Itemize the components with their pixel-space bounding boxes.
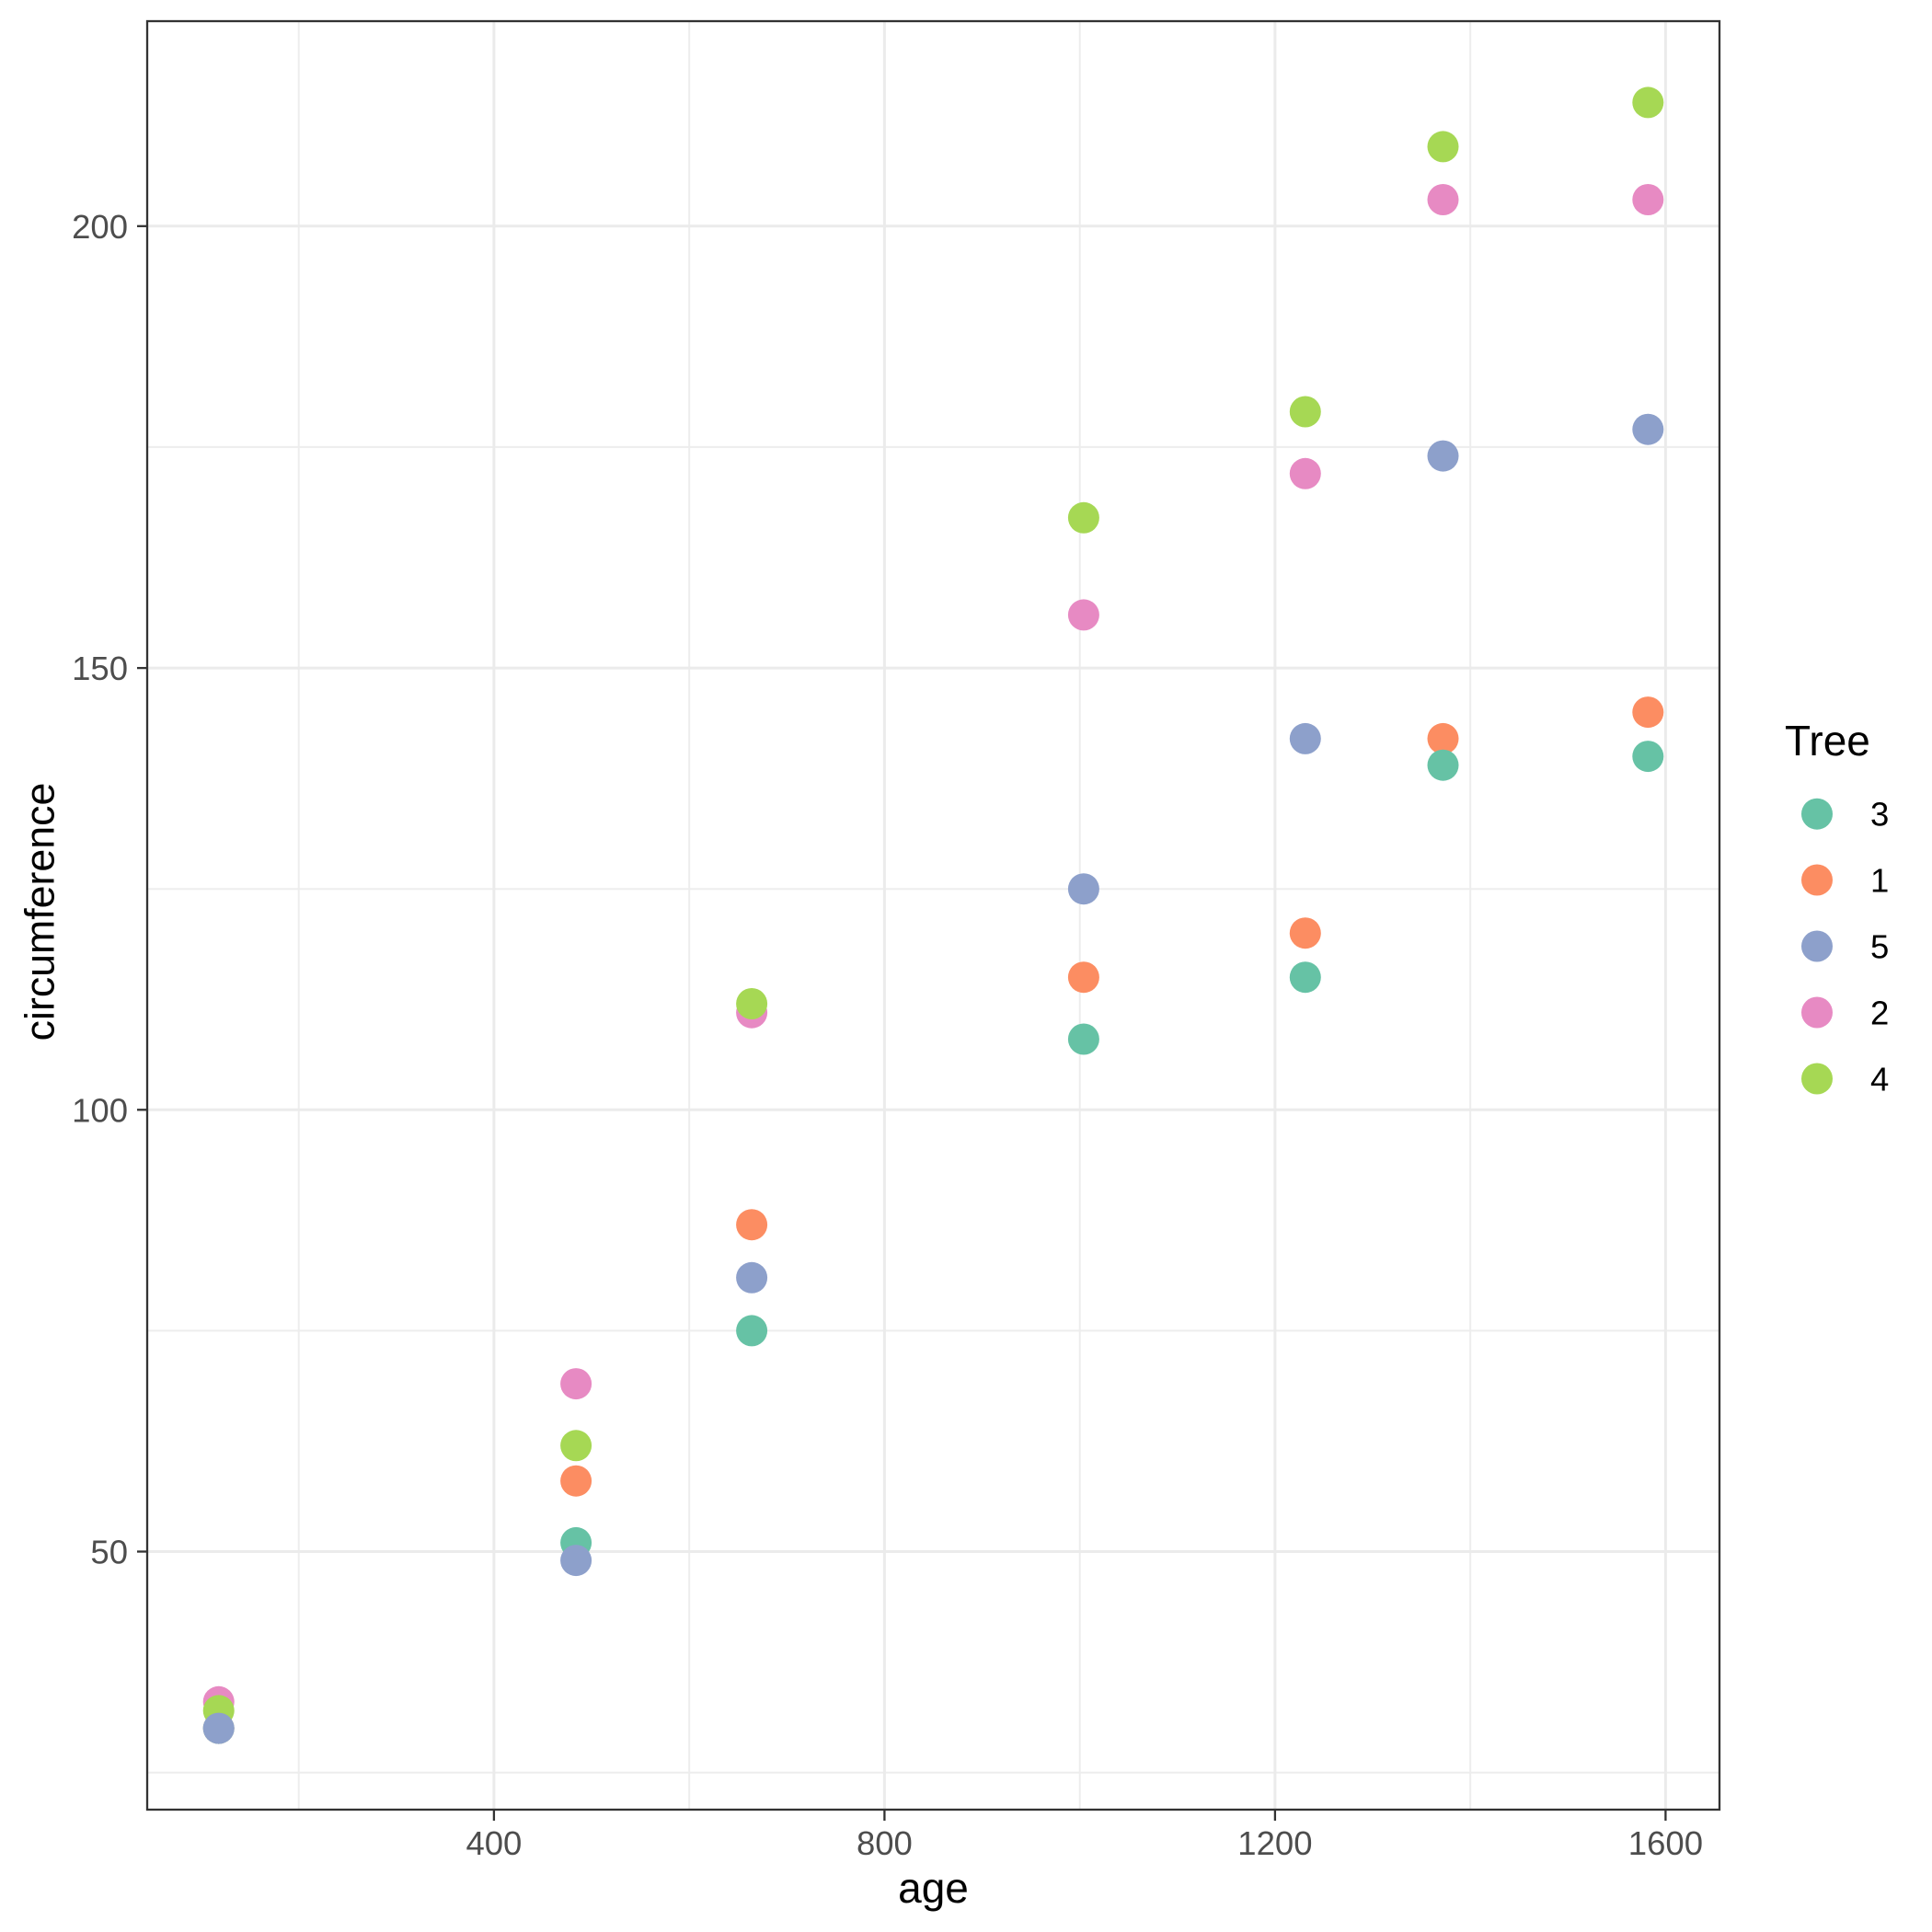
- svg-text:1: 1: [1870, 862, 1889, 900]
- svg-text:400: 400: [466, 1824, 522, 1862]
- svg-text:2: 2: [1870, 995, 1889, 1032]
- svg-text:1200: 1200: [1237, 1824, 1312, 1862]
- svg-text:age: age: [898, 1864, 969, 1912]
- svg-text:800: 800: [857, 1824, 913, 1862]
- svg-text:100: 100: [72, 1091, 128, 1129]
- svg-text:200: 200: [72, 208, 128, 246]
- svg-text:150: 150: [72, 650, 128, 687]
- svg-text:3: 3: [1870, 796, 1889, 834]
- svg-text:5: 5: [1870, 928, 1889, 966]
- svg-text:circumference: circumference: [18, 783, 63, 1041]
- svg-text:50: 50: [90, 1534, 128, 1571]
- svg-text:1600: 1600: [1628, 1824, 1703, 1862]
- svg-text:4: 4: [1870, 1061, 1889, 1098]
- svg-text:Tree: Tree: [1785, 717, 1870, 765]
